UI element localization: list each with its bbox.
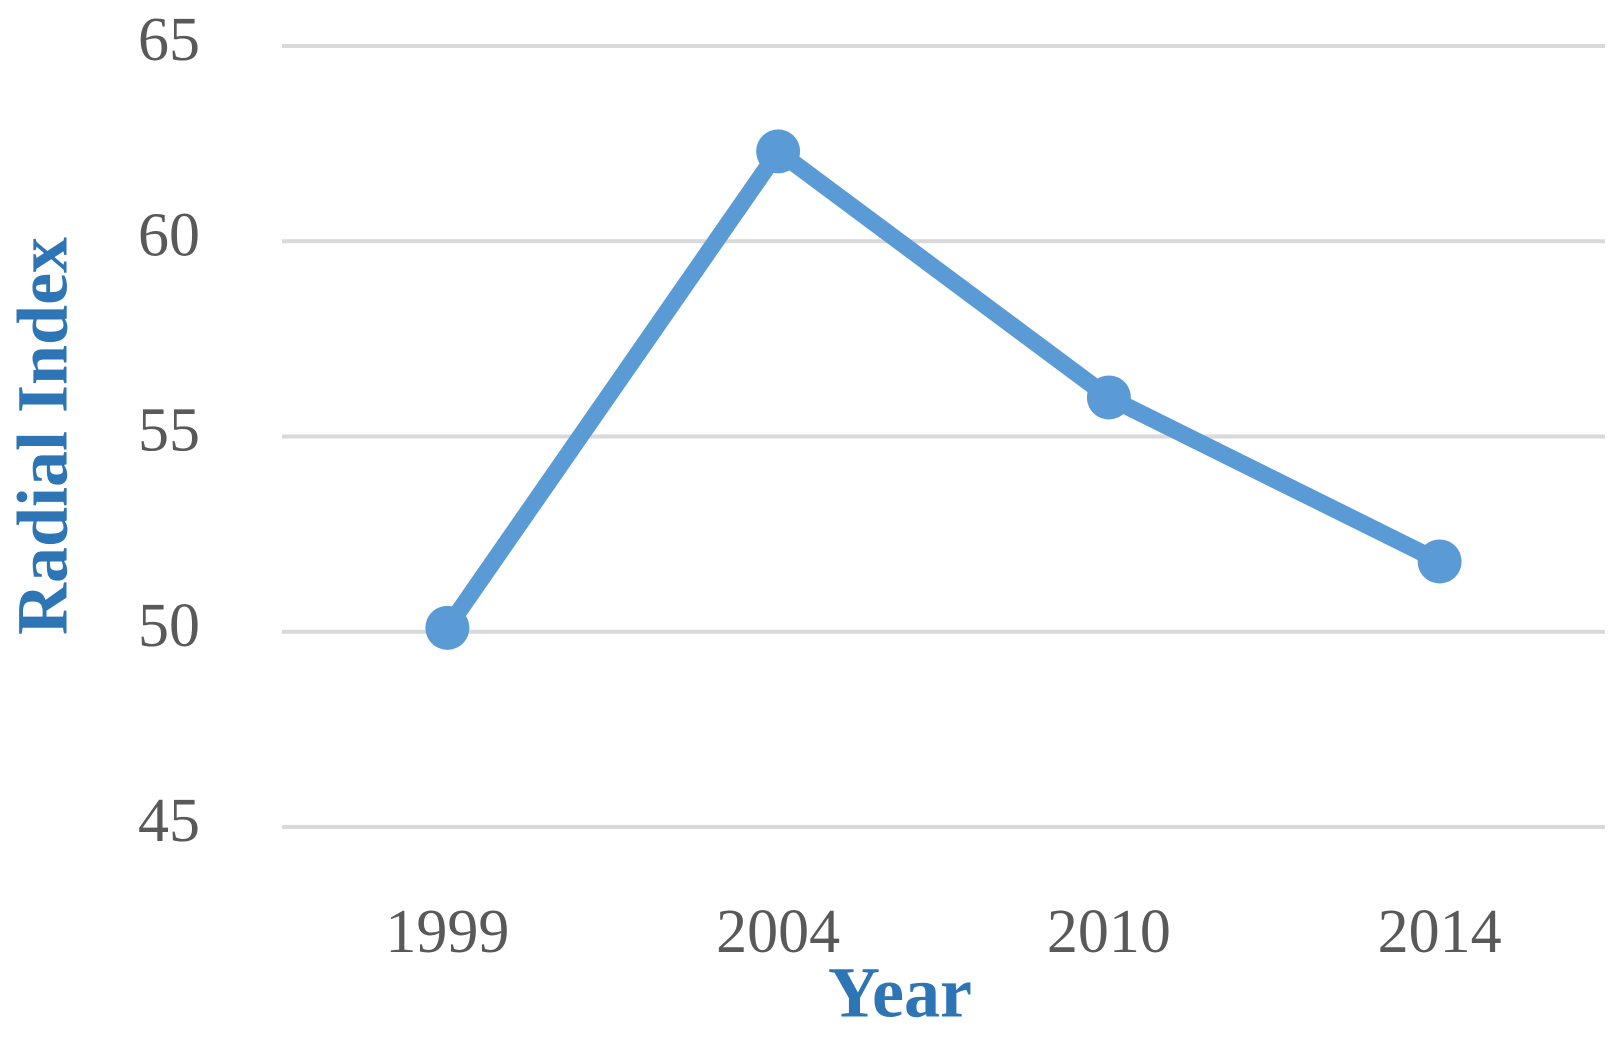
x-tick-label: 1999 bbox=[385, 898, 509, 966]
y-tick-label: 55 bbox=[138, 397, 200, 465]
data-point bbox=[1417, 539, 1462, 584]
data-point bbox=[756, 129, 801, 174]
data-point bbox=[1086, 375, 1131, 420]
y-tick-label: 45 bbox=[138, 787, 200, 855]
data-point bbox=[425, 605, 470, 650]
x-tick-label: 2004 bbox=[716, 898, 840, 966]
data-line bbox=[440, 142, 1444, 633]
y-tick-label: 50 bbox=[138, 592, 200, 660]
x-tick-label: 2014 bbox=[1378, 898, 1502, 966]
y-tick-label: 60 bbox=[138, 201, 200, 269]
y-axis-title: Radial Index bbox=[3, 237, 83, 635]
x-tick-label: 2010 bbox=[1047, 898, 1171, 966]
y-tick-label: 65 bbox=[138, 6, 200, 74]
x-axis-title: Year bbox=[828, 953, 972, 1033]
